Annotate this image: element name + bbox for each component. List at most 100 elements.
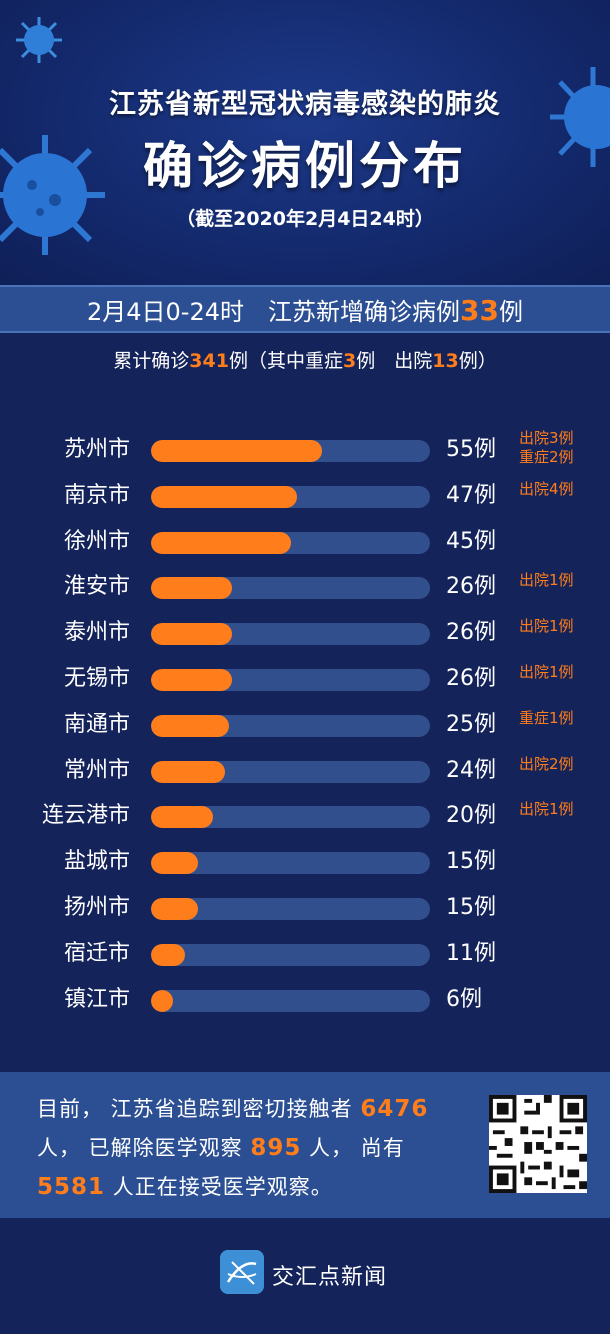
- bar-track: [151, 852, 430, 875]
- status-note-line: 出院1例: [519, 800, 574, 819]
- city-label: 徐州市: [63, 528, 130, 554]
- bar-fill: [151, 898, 198, 920]
- value-label: 26例: [446, 574, 496, 600]
- value-label: 45例: [446, 528, 496, 554]
- bar-fill: [151, 577, 232, 600]
- city-label: 镇江市: [63, 986, 130, 1012]
- chart-row: 镇江市 6例: [0, 975, 610, 1015]
- summary-text: 例（其中重症: [228, 350, 343, 372]
- value-label: 25例: [446, 711, 496, 737]
- summary-text: 例）: [458, 350, 497, 372]
- status-note: 出院4例: [519, 480, 574, 499]
- bar-track: [151, 623, 430, 646]
- value-label: 11例: [446, 940, 496, 966]
- new-cases-band: 2月4日0-24时 江苏新增确诊病例33例: [0, 285, 610, 333]
- bar-track: [151, 943, 430, 966]
- observation-count: 5581: [37, 1174, 106, 1200]
- city-label: 常州市: [63, 757, 130, 783]
- chart-row: 无锡市 26例 出院1例: [0, 654, 610, 694]
- as-of-date: （截至2020年2月4日24时）: [176, 208, 434, 230]
- value-label: 55例: [446, 437, 496, 462]
- city-label: 淮安市: [63, 574, 130, 600]
- city-label: 苏州市: [63, 437, 130, 462]
- value-label: 26例: [446, 666, 496, 691]
- value-label: 26例: [446, 620, 496, 646]
- virus-icon: [16, 17, 62, 63]
- chart-row: 盐城市 15例: [0, 837, 610, 877]
- virus-icon: [0, 135, 105, 255]
- bar-fill: [151, 623, 232, 646]
- new-cases-value: 33: [460, 294, 499, 327]
- bar-track: [151, 669, 430, 691]
- status-note-line: 出院1例: [519, 663, 574, 681]
- status-note-line: 出院1例: [519, 571, 574, 590]
- contact-tracing-text: 目前， 江苏省追踪到密切接触者 6476 人， 已解除医学观察 895 人， 尚…: [37, 1090, 477, 1207]
- bar-fill: [151, 989, 173, 1012]
- discharged-count: 13: [432, 350, 459, 372]
- bar-fill: [151, 714, 229, 737]
- chart-row: 淮安市 26例 出院1例: [0, 562, 610, 602]
- city-label: 连云港市: [41, 803, 130, 829]
- chart-row: 宿迁市 11例: [0, 929, 610, 969]
- value-label: 47例: [446, 482, 496, 508]
- status-note: 出院2例: [519, 755, 574, 774]
- bar-track: [151, 806, 430, 829]
- status-note-line: 出院2例: [519, 754, 574, 773]
- bar-fill: [151, 531, 291, 554]
- qr-code-icon[interactable]: [489, 1095, 587, 1193]
- footer-text: 人， 已解除医学观察: [37, 1136, 251, 1160]
- chart-row: 常州市 24例 出院2例: [0, 746, 610, 786]
- bar-track: [151, 440, 430, 462]
- value-label: 24例: [446, 757, 496, 783]
- status-note-line: 出院1例: [519, 617, 574, 636]
- chart-row: 泰州市 26例 出院1例: [0, 608, 610, 648]
- status-note: 出院1例: [519, 571, 574, 590]
- contacts-count: 6476: [360, 1096, 429, 1122]
- new-cases-label: 2月4日0-24时 江苏新增确诊病例: [87, 298, 461, 326]
- bar-fill: [151, 943, 186, 966]
- city-label: 无锡市: [63, 666, 130, 691]
- bar-track: [151, 485, 430, 508]
- header-banner: 江苏省新型冠状病毒感染的肺炎 确诊病例分布 （截至2020年2月4日24时）: [0, 0, 610, 285]
- brand-name: 交汇点新闻: [272, 1265, 388, 1290]
- released-count: 895: [250, 1135, 302, 1161]
- footer-text: 目前， 江苏省追踪到密切接触者: [37, 1097, 361, 1121]
- value-label: 6例: [446, 986, 482, 1012]
- chart-row: 扬州市 15例: [0, 883, 610, 923]
- cumulative-summary: 累计确诊341例（其中重症3例 出院13例）: [0, 346, 610, 373]
- new-cases-unit: 例: [498, 298, 523, 326]
- status-note-line: 出院4例: [519, 479, 574, 498]
- status-note: 重症1例: [519, 709, 574, 728]
- bar-track: [151, 760, 430, 783]
- status-note: 出院1例: [519, 617, 574, 636]
- value-label: 20例: [446, 803, 496, 829]
- city-bar-chart: 苏州市 55例 出院3例 重症2例 南京市 47例 出院4例 徐州市 45例 淮安市 26例 出院1例…: [0, 425, 610, 1025]
- footer-text: 人正在接受医学观察。: [105, 1175, 333, 1199]
- bar-track: [151, 531, 430, 554]
- city-label: 南京市: [63, 482, 130, 508]
- chart-row: 连云港市 20例 出院1例: [0, 791, 610, 831]
- bar-fill: [151, 852, 198, 875]
- bar-track: [151, 989, 430, 1012]
- status-note-line: 出院3例: [519, 429, 574, 447]
- title-line2: 确诊病例分布: [143, 136, 467, 195]
- bar-fill: [151, 485, 297, 508]
- status-note-line: 重症2例: [519, 448, 574, 466]
- city-label: 南通市: [63, 711, 130, 737]
- summary-text: 累计确诊: [113, 350, 190, 372]
- title-line1: 江苏省新型冠状病毒感染的肺炎: [109, 89, 501, 120]
- bar-fill: [151, 806, 213, 829]
- chart-row: 苏州市 55例 出院3例 重症2例: [0, 425, 610, 466]
- chart-row: 徐州市 45例: [0, 517, 610, 557]
- city-label: 宿迁市: [63, 940, 130, 966]
- bar-track: [151, 577, 430, 600]
- bar-fill: [151, 669, 232, 691]
- city-label: 扬州市: [63, 895, 130, 920]
- bar-fill: [151, 760, 226, 783]
- city-label: 泰州市: [63, 620, 130, 646]
- value-label: 15例: [446, 849, 496, 875]
- virus-icon: [550, 67, 610, 167]
- footer-text: 人， 尚有: [301, 1136, 405, 1160]
- status-note-line: 重症1例: [519, 708, 574, 727]
- severe-count: 3: [342, 350, 357, 372]
